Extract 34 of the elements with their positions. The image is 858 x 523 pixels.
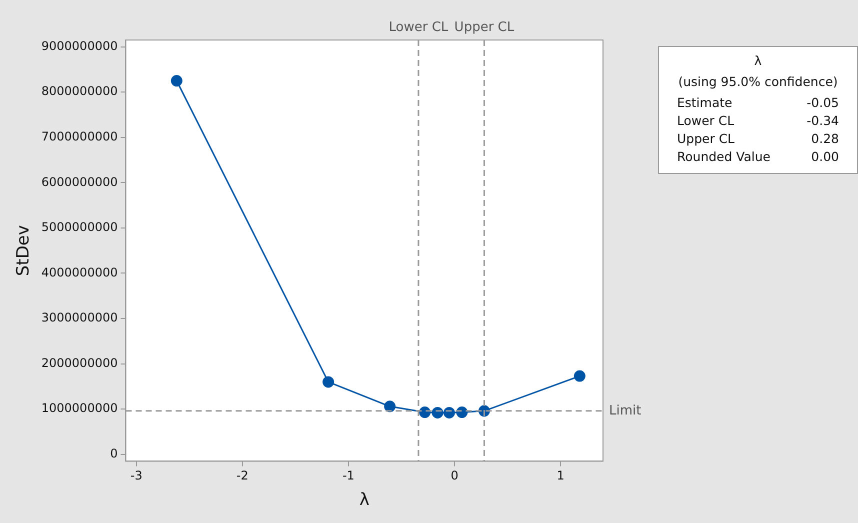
y-tick-label: 2000000000 [41, 356, 118, 370]
text: Lower CL [677, 113, 734, 128]
x-tick-label: -3 [130, 468, 142, 483]
point [384, 400, 396, 412]
point [170, 75, 182, 87]
x-tick-label: 1 [556, 468, 564, 483]
text: 0.28 [811, 131, 839, 146]
text: Rounded Value [677, 149, 770, 164]
ref-line-label: Upper CL [454, 20, 515, 35]
y-tick-label: 7000000000 [41, 130, 118, 144]
text: Upper CL [677, 131, 735, 146]
y-tick-label: 1000000000 [41, 401, 118, 416]
y-tick-label: 6000000000 [41, 174, 118, 189]
text: λ [753, 53, 763, 68]
y-tick-label: 0 [110, 446, 118, 461]
text: Estimate [677, 95, 732, 110]
y-tick-label: 3000000000 [41, 310, 118, 325]
text: 0.00 [811, 149, 839, 164]
text: -0.05 [806, 95, 839, 110]
y-tick-label: 9000000000 [41, 38, 118, 53]
y-axis-title: StDev [14, 225, 34, 276]
x-tick-label: -1 [342, 468, 354, 483]
ref-line-label: Limit [609, 403, 642, 418]
point [322, 376, 334, 388]
x-axis-title: λ [359, 490, 370, 510]
point [574, 370, 586, 382]
text: -0.34 [806, 113, 839, 128]
y-tick-label: 8000000000 [41, 84, 118, 98]
y-tick-label: 5000000000 [41, 220, 118, 234]
ref-line-label: Lower CL [388, 20, 449, 35]
x-tick-label: -2 [236, 468, 248, 483]
text: (using 95.0% confidence) [677, 74, 839, 89]
y-tick-label: 4000000000 [41, 265, 118, 280]
x-tick-label: 0 [450, 468, 458, 483]
